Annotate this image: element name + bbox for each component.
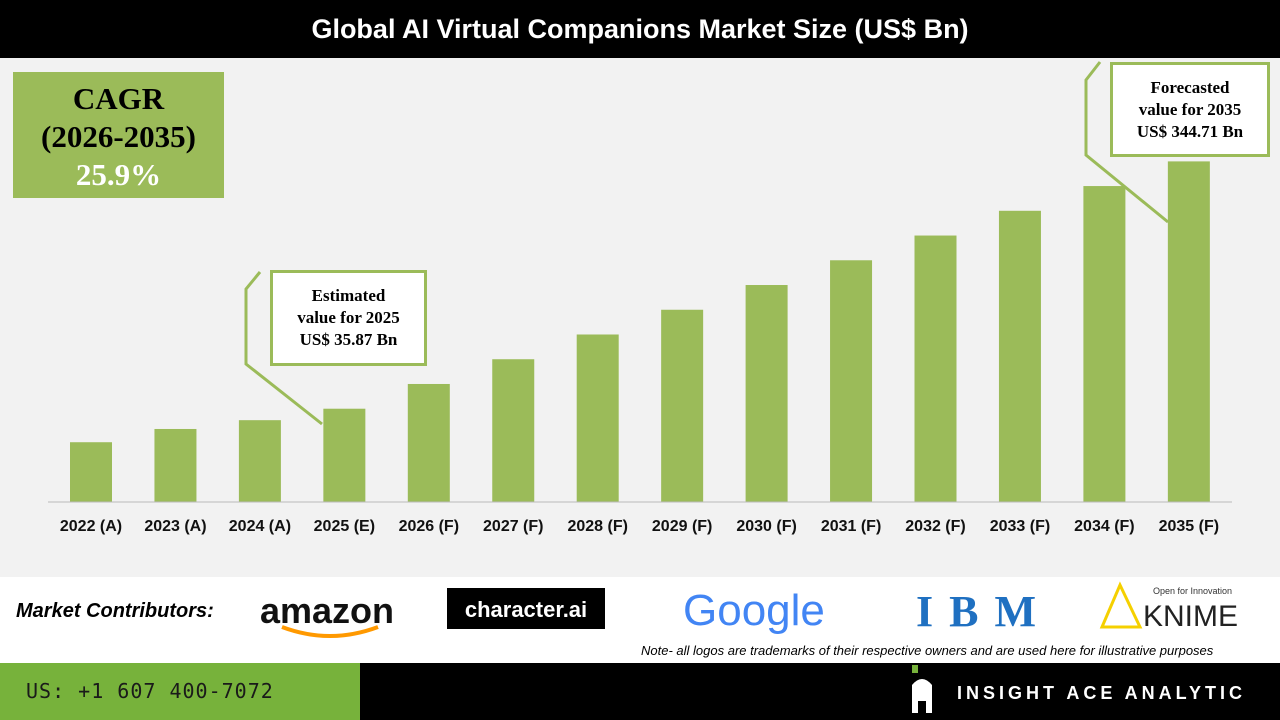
cagr-box: CAGR (2026-2035) 25.9% xyxy=(13,72,224,198)
bar xyxy=(1167,161,1210,502)
phone-number: US: +1 607 400-7072 xyxy=(0,663,360,720)
knime-logo: Open for Innovation KNIME xyxy=(1099,581,1238,633)
ibm-logo: IBM xyxy=(916,587,1036,636)
bar xyxy=(914,235,957,502)
svg-text:amazon: amazon xyxy=(260,590,394,631)
contributor-logos: amazon character.ai Google IBM Open for … xyxy=(260,581,1238,638)
cagr-value: 25.9% xyxy=(75,157,162,192)
cagr-label: CAGR xyxy=(72,81,165,116)
bar xyxy=(830,260,873,502)
callout-leader-2025 xyxy=(244,271,323,426)
bar xyxy=(745,285,788,502)
svg-text:KNIME: KNIME xyxy=(1143,600,1238,633)
x-tick-label: 2035 (F) xyxy=(1159,518,1219,535)
x-tick-label: 2026 (F) xyxy=(399,518,459,535)
bar xyxy=(576,334,619,502)
x-tick-label: 2034 (F) xyxy=(1074,518,1134,535)
brand-name: INSIGHT ACE ANALYTIC xyxy=(956,683,1246,703)
x-tick-label: 2031 (F) xyxy=(821,518,881,535)
callout-line: Forecasted xyxy=(1150,78,1230,97)
svg-text:character.ai: character.ai xyxy=(465,597,587,622)
x-tick-label: 2030 (F) xyxy=(736,518,796,535)
footer-bar: INSIGHT ACE ANALYTIC xyxy=(360,663,1280,720)
x-tick-label: 2027 (F) xyxy=(483,518,543,535)
bar-chart: 2022 (A) 2023 (A) 2024 (A) 2025 (E) 2026 (F)… xyxy=(48,61,1232,535)
x-tick-label: 2032 (F) xyxy=(905,518,965,535)
bar xyxy=(407,383,450,502)
bar xyxy=(154,428,197,502)
bar xyxy=(1083,186,1126,503)
bar xyxy=(661,309,704,502)
x-tick-label: 2023 (A) xyxy=(144,518,206,535)
bar xyxy=(238,420,281,502)
contributors-label: Market Contributors: xyxy=(16,600,214,622)
callout-line: US$ 35.87 Bn xyxy=(299,330,398,349)
callout-line: value for 2025 xyxy=(297,308,400,327)
callout-2025: Estimated value for 2025 US$ 35.87 Bn xyxy=(270,270,427,366)
callout-line: Estimated xyxy=(311,286,386,305)
google-logo: Google xyxy=(683,586,825,635)
trademark-note: Note- all logos are trademarks of their … xyxy=(641,643,1214,658)
bar xyxy=(70,442,112,502)
x-tick-label: 2033 (F) xyxy=(990,518,1050,535)
x-tick-label: 2028 (F) xyxy=(567,518,627,535)
bar xyxy=(323,408,366,502)
cagr-period: (2026-2035) xyxy=(41,119,196,154)
callout-leader-2035 xyxy=(1084,61,1169,224)
svg-text:Open for Innovation: Open for Innovation xyxy=(1153,586,1232,596)
svg-text:Google: Google xyxy=(683,586,825,635)
bar xyxy=(492,359,535,502)
callout-line: US$ 344.71 Bn xyxy=(1136,122,1244,141)
contributors-strip: amazon character.ai Google IBM Open for … xyxy=(0,577,1280,663)
plot-area: 2022 (A) 2023 (A) 2024 (A) 2025 (E) 2026 (F)… xyxy=(0,58,1280,577)
svg-text:IBM: IBM xyxy=(916,587,1036,636)
x-tick-label: 2022 (A) xyxy=(60,518,122,535)
callout-2035: Forecasted value for 2035 US$ 344.71 Bn xyxy=(1110,62,1270,157)
x-tick-label: 2025 (E) xyxy=(314,518,375,535)
x-tick-label: 2029 (F) xyxy=(652,518,712,535)
callout-line: value for 2035 xyxy=(1138,100,1242,119)
character-ai-logo: character.ai xyxy=(447,588,605,629)
amazon-logo: amazon xyxy=(260,590,394,638)
x-tick-label: 2024 (A) xyxy=(229,518,291,535)
chart-title: Global AI Virtual Companions Market Size… xyxy=(0,0,1280,58)
bar xyxy=(998,210,1041,503)
brand-logo-icon xyxy=(912,665,932,713)
